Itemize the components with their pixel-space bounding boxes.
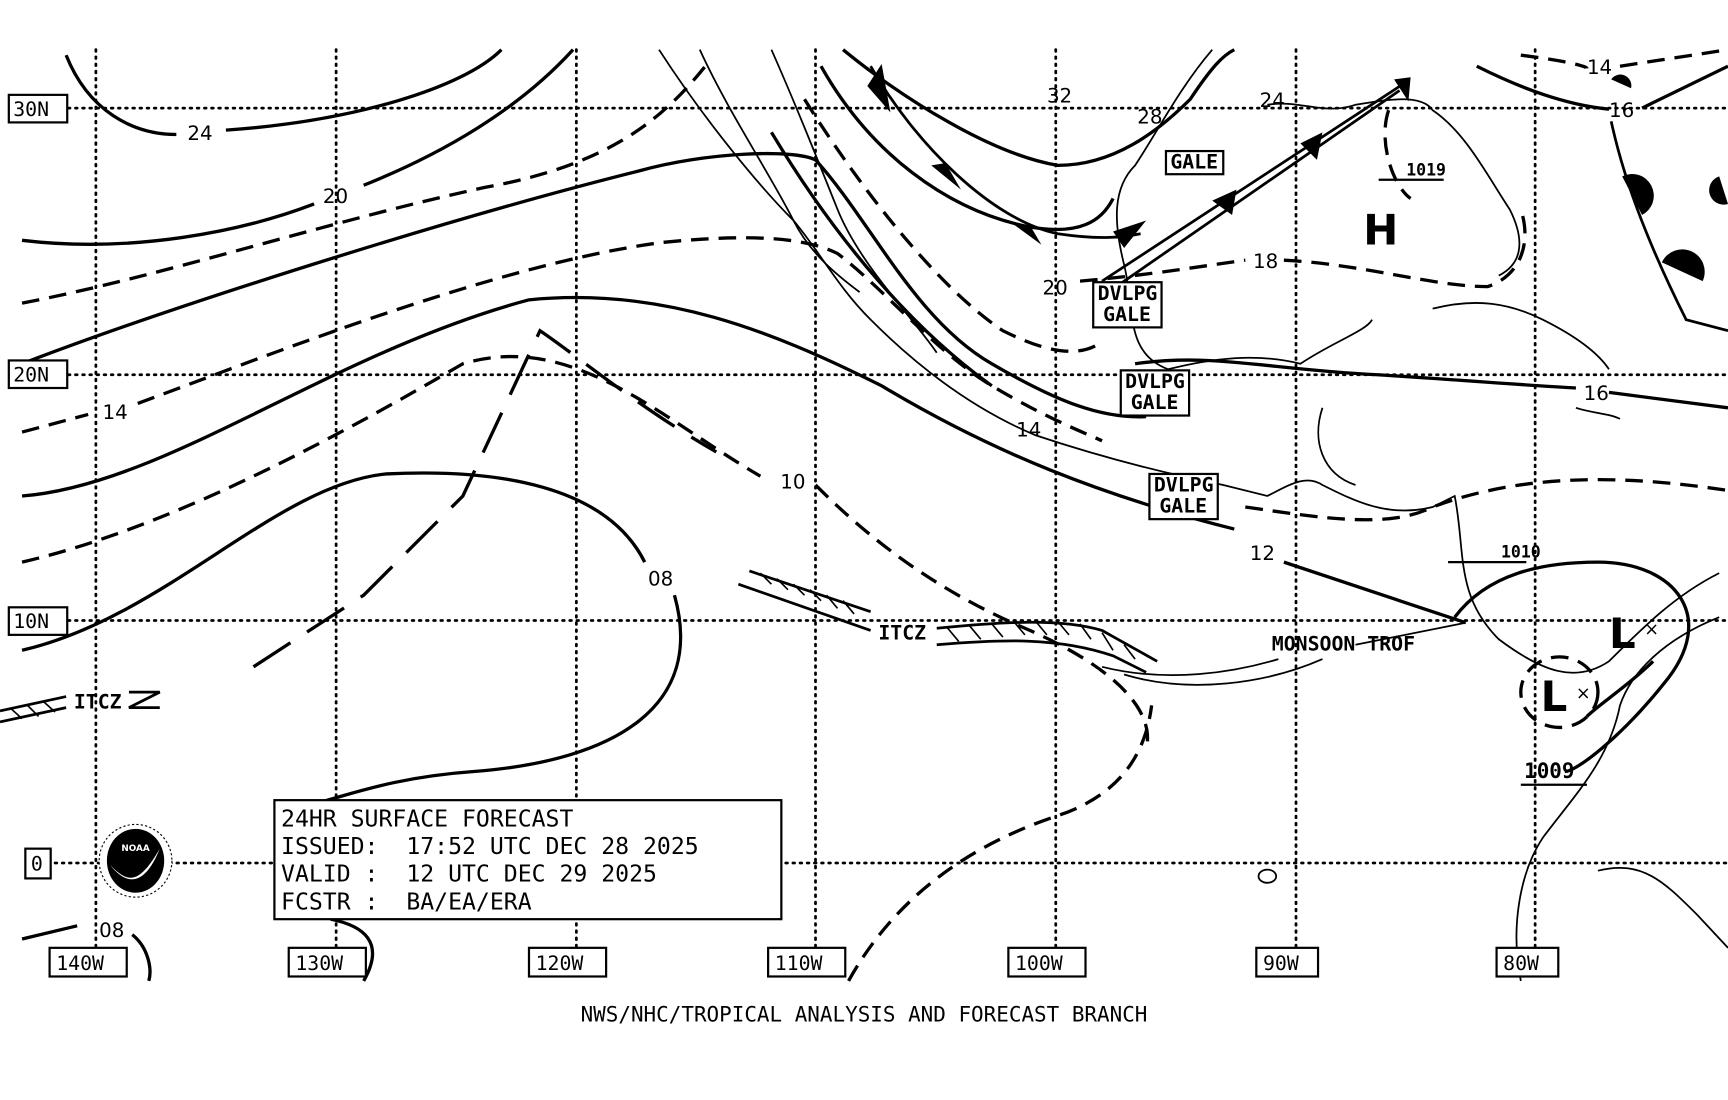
isobar-label: 28 [1137, 106, 1162, 129]
isobar-label: 08 [648, 567, 673, 590]
svg-text:GALE: GALE [1170, 151, 1218, 174]
lon-label-110w: 110W [775, 952, 823, 975]
developing-gale-warning: DVLPG GALE [1148, 472, 1219, 521]
isobar-label: 18 [1253, 250, 1278, 273]
longitude-labels: 140W 130W 120W 110W 100W 90W 80W [48, 946, 1560, 978]
cold-front-mexico [867, 64, 1141, 245]
lat-label-30n: 30N [13, 98, 49, 121]
lon-label-90w: 90W [1263, 952, 1299, 975]
itcz-band [0, 569, 1158, 724]
isobar-label: 12 [1250, 542, 1275, 565]
isobar-label: 16 [1609, 99, 1634, 122]
low-pressure-center: L [1609, 609, 1636, 658]
forecast-title: 24HR SURFACE FORECAST [281, 807, 573, 833]
lon-label-80w: 80W [1503, 952, 1539, 975]
lat-label-10n: 10N [13, 610, 49, 633]
isobar-label: 10 [780, 470, 805, 493]
isobars [21, 48, 1728, 982]
lat-label-20n: 20N [13, 363, 49, 386]
isobar-label: 14 [102, 401, 127, 424]
cold-front-gulf [1101, 77, 1411, 290]
lon-label-130w: 130W [295, 952, 343, 975]
forecast-info-box: 24HR SURFACE FORECAST ISSUED: 17:52 UTC … [273, 799, 783, 921]
lon-label-140w: 140W [56, 952, 104, 975]
svg-text:DVLPG: DVLPG [1154, 474, 1214, 497]
footer-credit: NWS/NHC/TROPICAL ANALYSIS AND FORECAST B… [581, 1003, 1148, 1027]
isobar-label: 20 [1043, 276, 1068, 299]
svg-text:GALE: GALE [1159, 495, 1207, 518]
isobar-label: 08 [99, 919, 124, 942]
lon-label-100w: 100W [1015, 952, 1063, 975]
isobar-label: 32 [1047, 85, 1072, 108]
high-pressure-center: H [1363, 206, 1398, 255]
low-center-x-icon: × [1576, 684, 1591, 704]
noaa-logo: NOAA [98, 823, 173, 898]
svg-text:NOAA: NOAA [121, 844, 149, 854]
svg-text:GALE: GALE [1131, 391, 1179, 414]
forecast-forecasters: FCSTR : BA/EA/ERA [281, 889, 532, 915]
isobar-labels: 24 20 14 08 10 14 12 20 28 32 24 18 14 1… [99, 56, 1634, 942]
isobar-label: 24 [187, 122, 212, 145]
itcz-label-west: ITCZ [74, 691, 122, 714]
forecast-issued: ISSUED: 17:52 UTC DEC 28 2025 [281, 834, 699, 860]
isobar-label: 20 [323, 185, 348, 208]
low-pressure-value: 1010 [1501, 543, 1541, 562]
developing-gale-warning: DVLPG GALE [1119, 369, 1191, 417]
low-pressure-center: L [1541, 672, 1568, 721]
developing-gale-warning: DVLPG GALE [1092, 281, 1163, 329]
low-center-x-icon: × [1644, 620, 1659, 640]
low-pressure-value: 1009 [1524, 759, 1574, 783]
isobar-label: 24 [1260, 89, 1285, 112]
latitude-labels: 30N 20N 10N 0 [7, 93, 69, 880]
isobar-label: 14 [1587, 56, 1612, 79]
monsoon-trough-label: MONSOON TROF [1272, 632, 1415, 655]
coastlines [658, 49, 1728, 982]
lon-label-120w: 120W [536, 952, 584, 975]
svg-text:GALE: GALE [1103, 303, 1151, 326]
high-pressure-value: 1019 [1406, 160, 1446, 179]
itcz-label: ITCZ [878, 621, 926, 644]
forecast-valid: VALID : 12 UTC DEC 29 2025 [281, 862, 657, 888]
lat-label-0: 0 [31, 853, 43, 876]
svg-text:DVLPG: DVLPG [1125, 370, 1185, 393]
svg-text:DVLPG: DVLPG [1098, 282, 1158, 305]
isobar-label: 16 [1584, 382, 1609, 405]
warm-front-atlantic [1609, 74, 1728, 333]
isobar-label: 14 [1016, 418, 1041, 441]
monsoon-trough-line [1101, 621, 1466, 686]
gale-warning: GALE [1164, 149, 1225, 176]
